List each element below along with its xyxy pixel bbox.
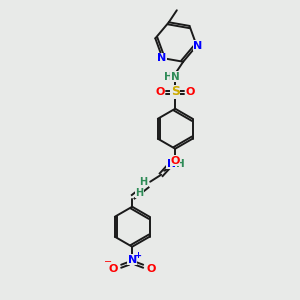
Text: N: N [157,53,166,63]
Text: H: H [139,177,147,187]
Text: O: O [146,264,156,274]
Text: H: H [164,72,172,82]
Text: N: N [128,255,137,265]
Text: −: − [104,257,112,267]
Text: H: H [176,159,184,169]
Text: N: N [193,40,202,51]
Text: N: N [171,72,180,82]
Text: S: S [171,85,180,98]
Text: O: O [155,87,165,97]
Text: O: O [109,264,118,274]
Text: +: + [134,251,141,260]
Text: O: O [185,87,195,97]
Text: N: N [167,159,176,169]
Text: O: O [170,156,180,166]
Text: H: H [135,188,143,198]
